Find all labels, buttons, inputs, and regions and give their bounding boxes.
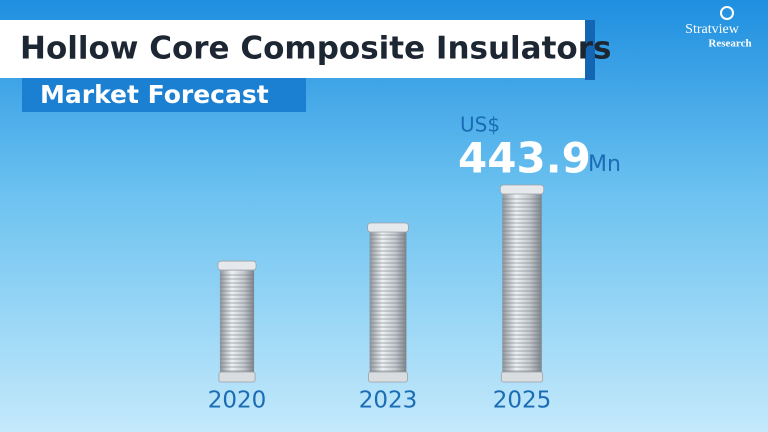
insulator-base: [500, 371, 544, 383]
insulator-ribs: [219, 272, 255, 372]
insulator-base: [368, 371, 408, 383]
value-suffix: Mn: [588, 152, 621, 177]
logo-sub: Research: [708, 38, 751, 50]
x-tick-label: 2025: [493, 388, 552, 414]
x-tick-label: 2020: [208, 388, 267, 414]
insulator: [217, 260, 257, 383]
subtitle-box: [22, 78, 306, 112]
x-tick-label: 2023: [359, 388, 418, 414]
insulator-cap: [217, 260, 257, 271]
insulator-cap: [367, 222, 409, 233]
logo-name: Stratview: [685, 22, 740, 37]
title-box: [0, 20, 585, 78]
value-label: 443.9: [458, 134, 591, 183]
insulator-ribs: [369, 234, 407, 372]
insulator-base: [218, 371, 256, 383]
insulator-ribs: [502, 196, 542, 372]
insulator: [367, 222, 409, 383]
value-prefix: US$: [460, 113, 500, 137]
insulator: [499, 184, 545, 383]
chart-title: Hollow Core Composite Insulators: [20, 31, 611, 67]
logo-icon: [720, 6, 734, 20]
chart-subtitle: Market Forecast: [40, 80, 269, 109]
insulator-cap: [499, 184, 545, 195]
title-accent: [585, 20, 595, 80]
